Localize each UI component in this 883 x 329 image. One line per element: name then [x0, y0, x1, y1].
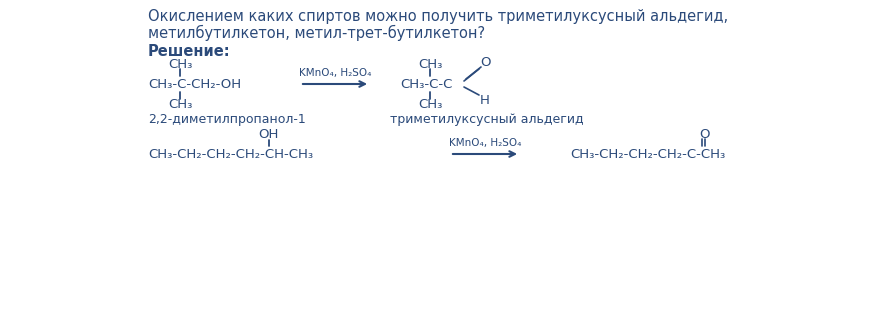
Text: CH₃-CH₂-CH₂-CH₂-CH-CH₃: CH₃-CH₂-CH₂-CH₂-CH-CH₃ — [148, 147, 313, 161]
Text: KMnO₄, H₂SO₄: KMnO₄, H₂SO₄ — [449, 138, 521, 148]
Text: KMnO₄, H₂SO₄: KMnO₄, H₂SO₄ — [298, 68, 371, 78]
Text: O: O — [480, 57, 490, 69]
Text: CH₃: CH₃ — [418, 58, 442, 70]
Text: CH₃: CH₃ — [168, 97, 192, 111]
Text: OH: OH — [258, 129, 278, 141]
Text: O: O — [699, 128, 710, 140]
Text: Решение:: Решение: — [148, 43, 230, 59]
Text: триметилуксусный альдегид: триметилуксусный альдегид — [390, 113, 584, 125]
Text: 2,2-диметилпропанол-1: 2,2-диметилпропанол-1 — [148, 113, 306, 125]
Text: CH₃: CH₃ — [168, 58, 192, 70]
Text: CH₃: CH₃ — [418, 97, 442, 111]
Text: H: H — [480, 94, 490, 108]
Text: CH₃-CH₂-CH₂-CH₂-C-CH₃: CH₃-CH₂-CH₂-CH₂-C-CH₃ — [570, 147, 725, 161]
Text: CH₃-C-C: CH₃-C-C — [400, 78, 452, 90]
Text: метилбутилкетон, метил-трет-бутилкетон?: метилбутилкетон, метил-трет-бутилкетон? — [148, 25, 485, 41]
Text: Окислением каких спиртов можно получить триметилуксусный альдегид,: Окислением каких спиртов можно получить … — [148, 10, 728, 24]
Text: CH₃-C-CH₂-OH: CH₃-C-CH₂-OH — [148, 78, 241, 90]
